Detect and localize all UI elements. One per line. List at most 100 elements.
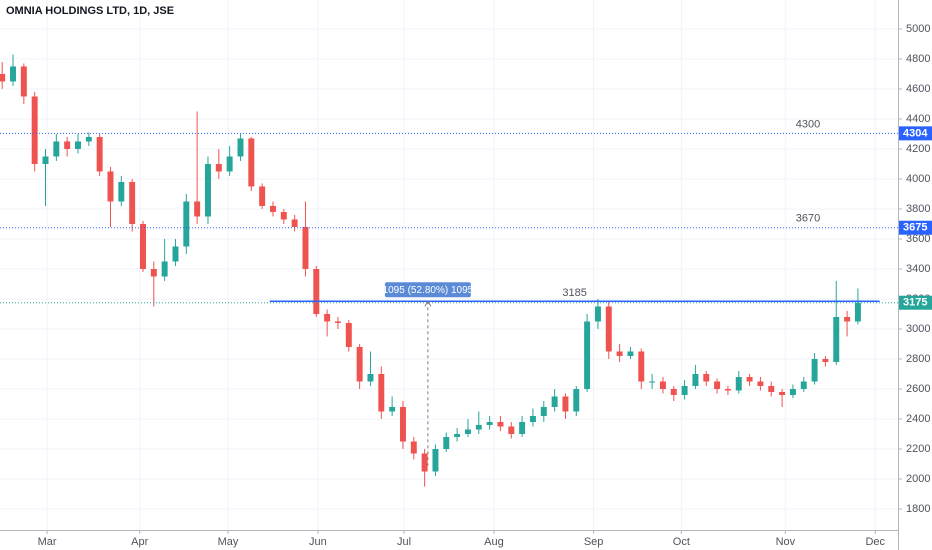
candle-body <box>584 321 591 389</box>
candle-body <box>854 302 861 322</box>
line-label: 4300 <box>796 118 820 130</box>
x-tick-label: Sep <box>584 536 604 548</box>
candle-body <box>703 373 710 382</box>
candle-body <box>800 381 807 389</box>
candle-body <box>140 223 146 269</box>
candle-body <box>378 373 385 412</box>
candle-body <box>594 306 601 322</box>
candle-body <box>421 453 428 472</box>
candle-body <box>194 201 201 217</box>
candle-body <box>269 205 276 212</box>
candle-body <box>334 321 341 323</box>
measure-box <box>384 282 471 298</box>
candle-body <box>172 246 179 262</box>
y-tick-label: 2800 <box>906 353 930 365</box>
candle-body <box>410 441 417 454</box>
candle-body <box>649 381 656 383</box>
x-tick-label: May <box>218 536 239 548</box>
x-tick-label: Jun <box>309 536 327 548</box>
y-tick-label: 3800 <box>906 203 930 215</box>
candle-body <box>389 406 396 412</box>
candle-body <box>183 201 190 247</box>
price-badge-label: 3175 <box>903 297 927 309</box>
candle-body <box>627 351 634 356</box>
candle-body <box>356 346 363 382</box>
candle-body <box>724 388 731 391</box>
candle-body <box>42 156 49 164</box>
candle-body <box>215 163 222 172</box>
x-tick-label: Mar <box>38 536 57 548</box>
candle-body <box>96 136 103 172</box>
candle-body <box>454 433 461 437</box>
candle-body <box>464 429 471 434</box>
candle-body <box>280 211 287 220</box>
candle-body <box>432 448 439 472</box>
x-tick-label: Apr <box>131 536 148 548</box>
candle-body <box>10 66 16 82</box>
price-badge-label: 3675 <box>903 222 927 234</box>
candle-body <box>53 141 60 157</box>
candle-body <box>291 219 298 227</box>
measure-arrow <box>424 300 432 307</box>
candle-body <box>475 424 482 430</box>
candle-body <box>324 313 331 322</box>
y-tick-label: 1800 <box>906 503 930 515</box>
y-tick-label: 3400 <box>906 263 930 275</box>
candle-body <box>237 138 244 157</box>
candle-body <box>31 96 38 164</box>
x-tick-label: Jul <box>397 536 411 548</box>
candle-body <box>811 358 818 382</box>
candle-body <box>345 322 352 347</box>
candle-body <box>129 181 136 224</box>
candle-body <box>768 385 775 392</box>
candle-body <box>75 141 81 149</box>
candle-body <box>735 376 742 391</box>
candle-body <box>519 421 526 434</box>
y-tick-label: 3000 <box>906 323 930 335</box>
x-tick-label: Dec <box>865 536 885 548</box>
candle-body <box>844 316 851 322</box>
x-tick-label: Oct <box>673 536 690 548</box>
candle-body <box>259 186 266 206</box>
candle-body <box>529 415 536 422</box>
candle-body <box>540 406 547 416</box>
y-tick-label: 3600 <box>906 233 930 245</box>
candle-body <box>833 316 840 362</box>
candle-body <box>443 436 450 449</box>
y-tick-label: 4400 <box>906 113 930 125</box>
y-tick-label: 2200 <box>906 443 930 455</box>
candle-body <box>605 306 612 352</box>
y-tick-label: 2600 <box>906 383 930 395</box>
price-badge <box>899 126 932 141</box>
candle-body <box>0 73 6 82</box>
candle-body <box>248 138 255 187</box>
candle-body <box>508 426 515 434</box>
candle-body <box>486 421 493 425</box>
candle-body <box>20 66 27 97</box>
measure-label: 1095 (52.80%) 1095 <box>383 285 474 296</box>
y-tick-label: 5000 <box>906 23 930 35</box>
y-tick-label: 4200 <box>906 143 930 155</box>
y-tick-label: 4000 <box>906 173 930 185</box>
candle-body <box>85 136 92 142</box>
candle-body <box>616 351 623 356</box>
candle-body <box>779 391 786 395</box>
candle-body <box>313 268 320 314</box>
candle-body <box>551 396 558 407</box>
candle-body <box>107 171 114 202</box>
y-tick-label: 2400 <box>906 413 930 425</box>
candle-body <box>118 181 125 202</box>
line-label: 3670 <box>796 213 820 225</box>
candle-body <box>692 373 699 386</box>
candle-body <box>746 376 753 382</box>
y-tick-label: 4600 <box>906 83 930 95</box>
candle-body <box>226 156 233 172</box>
candle-body <box>822 358 829 362</box>
candle-body <box>562 396 569 412</box>
candle-body <box>659 381 666 389</box>
y-tick-label: 2000 <box>906 473 930 485</box>
x-tick-label: Nov <box>776 536 796 548</box>
candle-body <box>150 268 157 277</box>
candle-body <box>714 381 721 389</box>
